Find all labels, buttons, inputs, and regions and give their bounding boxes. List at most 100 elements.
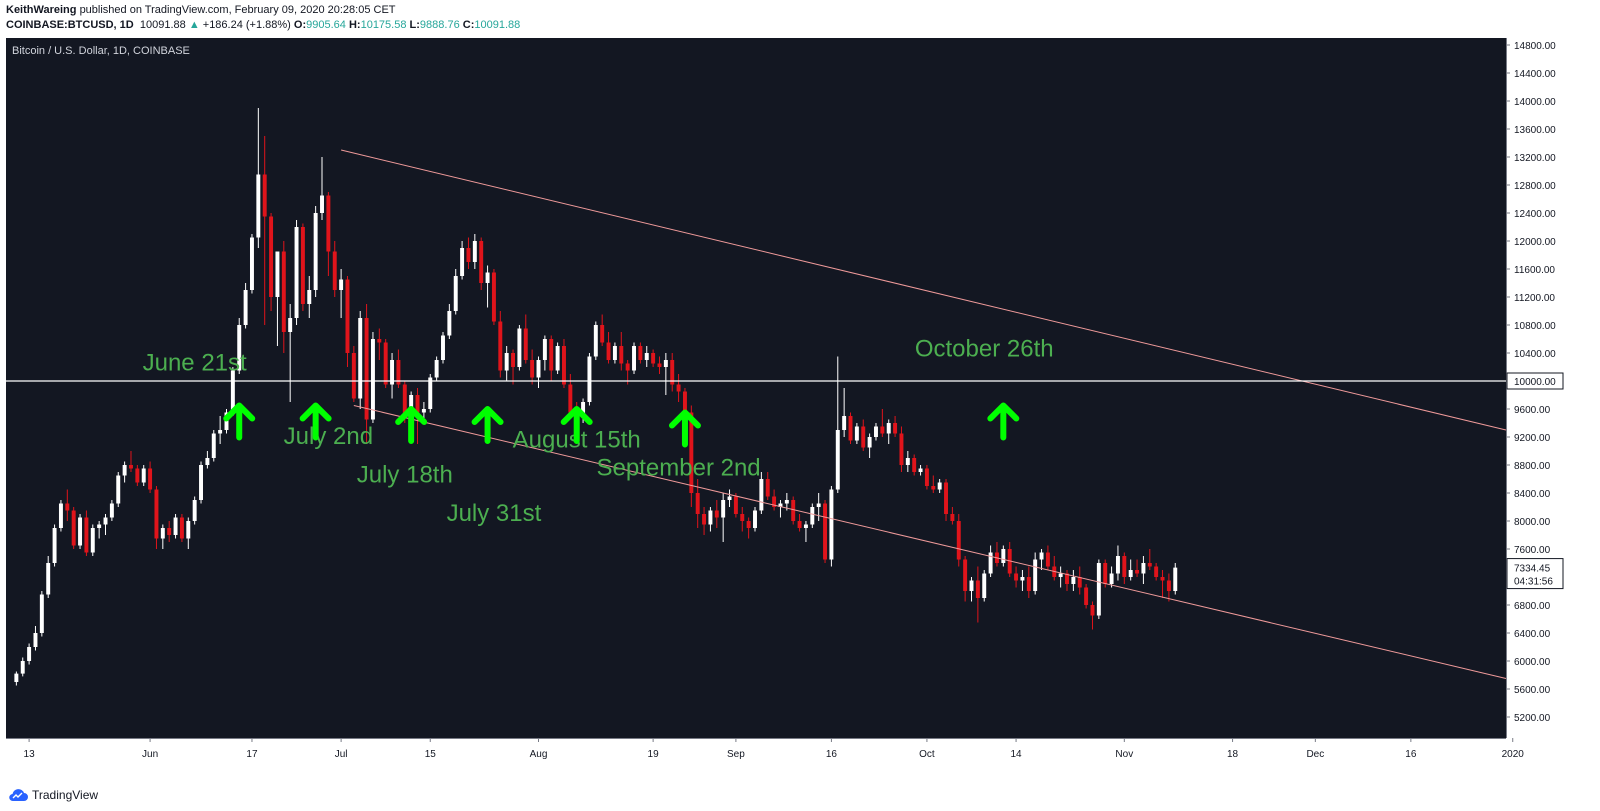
candle-up [1115, 556, 1120, 574]
candle-down [549, 339, 554, 371]
candle-down [1065, 573, 1069, 584]
candle-down [364, 318, 369, 420]
annotation-label: July 18th [357, 462, 453, 489]
candle-down [523, 328, 528, 360]
y-tick-label: 8000.00 [1514, 517, 1551, 528]
horizontal-line-price-box [1506, 372, 1564, 390]
annotation-label: June 21st [143, 350, 247, 377]
candle-down [950, 514, 955, 521]
x-tick-label: 15 [425, 749, 437, 760]
published-text: published on TradingView.com, February 0… [79, 4, 396, 16]
y-tick-label: 9200.00 [1514, 433, 1551, 444]
candle-down [129, 465, 133, 469]
candle-up [542, 339, 547, 360]
candle-up [275, 251, 280, 297]
candle-up [874, 426, 878, 437]
tradingview-brand: TradingView [32, 788, 99, 802]
candle-up [816, 503, 821, 507]
candle-up [644, 353, 649, 360]
chart-area[interactable]: Bitcoin / U.S. Dollar, 1D, COINBASE 5200.… [6, 38, 1566, 782]
author-name[interactable]: KeithWareing [6, 4, 77, 16]
candle-up [288, 318, 293, 332]
candle-up [886, 423, 891, 434]
footer: TradingView [0, 782, 1600, 811]
candle-up [1020, 577, 1025, 581]
y-tick-label: 10400.00 [1514, 349, 1556, 360]
candle-up [1096, 563, 1101, 616]
candle-down [619, 346, 624, 364]
candle-up [918, 468, 923, 472]
y-tick-label: 13600.00 [1514, 125, 1556, 136]
tradingview-logo[interactable]: TradingView [8, 788, 98, 802]
candle-up [708, 510, 713, 525]
annotation-label: October 26th [915, 336, 1054, 363]
x-tick-label: 16 [1405, 749, 1417, 760]
candle-up [116, 475, 121, 504]
candle-up [453, 276, 458, 311]
candle-up [854, 426, 859, 441]
candle-down [491, 272, 496, 322]
candle-up [313, 213, 318, 290]
candle-down [899, 433, 904, 465]
up-triangle-icon: ▲ [188, 19, 200, 31]
candle-down [791, 500, 796, 521]
candle-down [676, 384, 681, 392]
candle-up [778, 503, 783, 507]
candle-down [861, 426, 866, 448]
candle-down [1166, 580, 1171, 591]
candle-down [963, 559, 968, 591]
y-tick-label: 8800.00 [1514, 461, 1551, 472]
candle-down [154, 489, 159, 539]
candle-up [237, 325, 242, 371]
candle-up [20, 661, 25, 674]
candle-up [555, 346, 560, 371]
candle-down [600, 325, 605, 343]
candle-up [218, 430, 223, 434]
open-label: O: [293, 19, 307, 31]
candle-down [740, 514, 745, 521]
candle-down [148, 468, 153, 490]
candle-down [1103, 563, 1108, 584]
candle-down [695, 493, 700, 514]
y-tick-label: 5600.00 [1514, 685, 1551, 696]
candle-up [1173, 567, 1178, 591]
candle-up [307, 290, 312, 304]
candle-down [300, 227, 305, 304]
candle-down [772, 496, 777, 507]
candle-up [593, 325, 598, 357]
candle-up [27, 647, 32, 661]
candle-up [1071, 577, 1076, 584]
symbol-label: COINBASE:BTCUSD, 1D [6, 19, 134, 31]
y-tick-label: 6800.00 [1514, 601, 1551, 612]
candle-up [1141, 563, 1146, 574]
candle-up [14, 673, 19, 682]
plot-background [6, 38, 1506, 738]
candle-up [937, 482, 942, 490]
candle-down [1147, 563, 1152, 567]
candle-down [479, 241, 484, 283]
candle-up [829, 489, 834, 560]
y-tick-label: 11600.00 [1514, 265, 1555, 276]
x-tick-label: 2020 [1502, 749, 1525, 760]
candle-down [944, 482, 948, 514]
current-price-box [1506, 558, 1564, 590]
candle-down [377, 339, 382, 343]
candlestick-chart[interactable]: Bitcoin / U.S. Dollar, 1D, COINBASE 5200.… [6, 38, 1566, 782]
candle-down [1122, 556, 1127, 577]
arrow-up-icon [471, 406, 504, 444]
candle-up [441, 335, 445, 360]
annotation-label: July 2nd [284, 423, 373, 450]
y-tick-label: 12400.00 [1514, 209, 1556, 220]
candle-up [810, 507, 815, 525]
candle-up [536, 360, 541, 378]
x-tick-label: Dec [1306, 749, 1324, 760]
candle-up [58, 503, 63, 528]
arrow-up-icon [299, 402, 332, 441]
chart-header: KeithWareing published on TradingView.co… [0, 0, 1600, 38]
candle-down [765, 479, 770, 497]
y-tick-label: 11200.00 [1514, 293, 1555, 304]
countdown-label: 04:31:56 [1514, 577, 1553, 588]
candle-up [905, 458, 910, 465]
candle-up [587, 356, 592, 402]
candle-up [320, 195, 324, 213]
